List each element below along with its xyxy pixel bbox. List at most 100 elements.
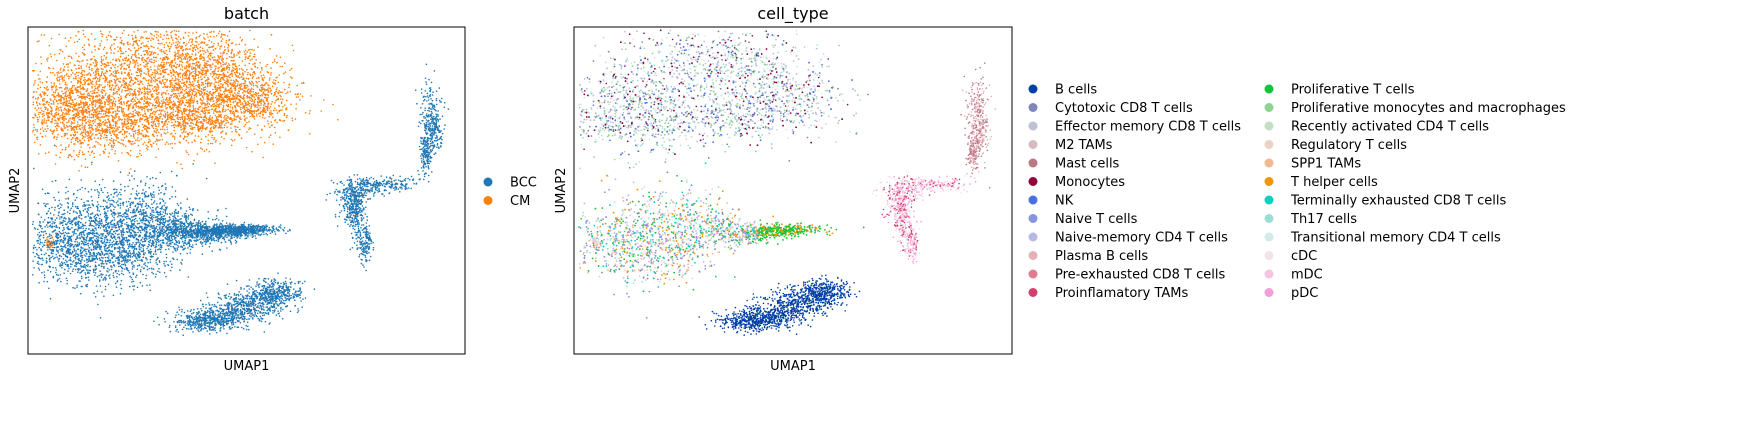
- data-point: [107, 62, 110, 64]
- data-point: [143, 31, 145, 33]
- data-point: [226, 126, 228, 129]
- data-point: [248, 88, 250, 90]
- data-point: [186, 92, 188, 94]
- data-point: [169, 79, 172, 82]
- data-point: [123, 103, 126, 105]
- data-point: [211, 104, 214, 106]
- data-point: [211, 142, 214, 145]
- data-point: [270, 103, 273, 105]
- data-point: [169, 86, 171, 88]
- data-point: [177, 35, 180, 38]
- data-point: [181, 64, 183, 66]
- data-point: [187, 65, 190, 67]
- data-point: [206, 122, 209, 124]
- data-point: [194, 70, 196, 72]
- data-point: [100, 100, 103, 102]
- data-point: [262, 110, 265, 113]
- data-point: [225, 66, 228, 68]
- data-point: [115, 139, 117, 142]
- data-point: [200, 54, 202, 56]
- data-point: [202, 123, 204, 125]
- data-point: [229, 106, 232, 108]
- data-point: [244, 82, 246, 84]
- data-point: [174, 86, 177, 89]
- data-point: [158, 98, 160, 100]
- data-point: [118, 99, 120, 102]
- data-point: [125, 81, 127, 84]
- data-point: [170, 125, 173, 127]
- data-point: [71, 57, 73, 59]
- data-point: [218, 126, 221, 128]
- data-point: [70, 36, 72, 39]
- data-point: [209, 72, 212, 75]
- data-point: [235, 118, 237, 121]
- data-point: [213, 59, 215, 62]
- data-point: [139, 46, 142, 49]
- data-point: [172, 84, 174, 86]
- data-point: [233, 54, 235, 57]
- data-point: [178, 65, 180, 68]
- data-point: [139, 81, 141, 84]
- data-point: [126, 102, 128, 105]
- data-point: [143, 124, 146, 126]
- data-point: [214, 88, 217, 90]
- data-point: [72, 117, 75, 120]
- data-point: [219, 86, 222, 88]
- data-point: [63, 132, 66, 135]
- data-point: [67, 145, 70, 148]
- data-point: [141, 87, 144, 90]
- data-point: [217, 32, 220, 35]
- data-point: [90, 163, 93, 166]
- data-point: [92, 129, 95, 131]
- data-point: [117, 160, 120, 162]
- data-point: [86, 93, 89, 95]
- data-point: [184, 66, 186, 68]
- data-point: [281, 98, 284, 101]
- data-point: [95, 116, 97, 118]
- data-point: [33, 84, 35, 86]
- data-point: [244, 108, 246, 111]
- data-point: [144, 135, 146, 138]
- data-point: [202, 71, 204, 73]
- data-point: [57, 102, 59, 105]
- data-point: [254, 65, 256, 67]
- data-point: [68, 110, 70, 113]
- data-point: [227, 50, 230, 53]
- data-point: [39, 78, 41, 80]
- data-point: [244, 123, 247, 126]
- data-point: [171, 30, 173, 33]
- data-point: [222, 61, 225, 64]
- data-point: [115, 129, 117, 132]
- data-point: [193, 97, 195, 99]
- data-point: [181, 89, 184, 91]
- data-point: [238, 101, 240, 104]
- data-point: [149, 84, 151, 87]
- data-point: [34, 141, 36, 144]
- data-point: [50, 37, 53, 40]
- data-point: [171, 142, 174, 145]
- data-point: [166, 90, 168, 92]
- data-point: [250, 84, 253, 86]
- data-point: [207, 112, 209, 114]
- data-point: [181, 87, 183, 89]
- data-point: [109, 84, 111, 86]
- data-point: [75, 126, 78, 129]
- data-point: [218, 105, 220, 107]
- data-point: [129, 112, 132, 114]
- data-point: [148, 138, 150, 141]
- data-point: [92, 107, 94, 109]
- data-point: [238, 43, 241, 46]
- data-point: [70, 81, 73, 83]
- data-point: [262, 74, 265, 76]
- data-point: [56, 136, 58, 138]
- data-point: [233, 80, 236, 83]
- data-point: [133, 92, 136, 94]
- data-point: [228, 89, 230, 91]
- data-point: [261, 86, 264, 89]
- data-point: [285, 92, 287, 95]
- data-point: [262, 79, 265, 82]
- data-point: [157, 42, 160, 45]
- data-point: [84, 132, 87, 134]
- data-point: [239, 103, 242, 106]
- data-point: [196, 117, 199, 119]
